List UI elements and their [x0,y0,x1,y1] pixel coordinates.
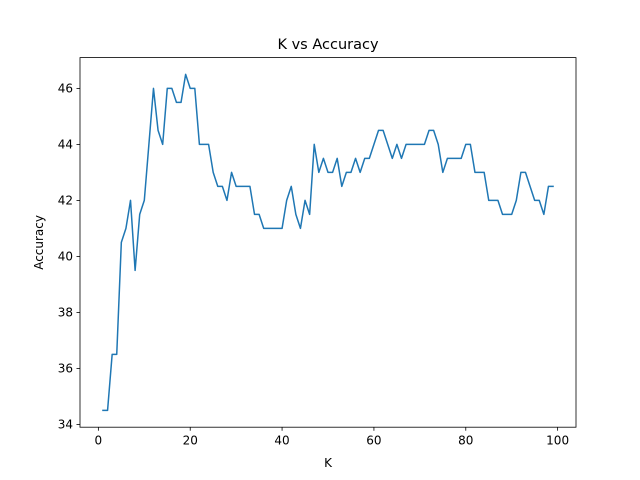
y-tick-label: 42 [58,194,73,208]
y-tick-label: 36 [58,362,73,376]
y-tick-label: 38 [58,306,73,320]
y-tick-label: 46 [58,82,73,96]
x-tick-label: 0 [95,434,103,448]
series-line [102,73,554,412]
chart-title: K vs Accuracy [277,37,378,53]
x-tick-label: 80 [458,434,473,448]
plot-area [80,57,576,428]
y-axis-ticks: 34 36 38 40 42 44 46 [58,82,80,432]
plot-frame [79,57,577,428]
y-tick-label: 34 [58,418,73,432]
series-layer [102,73,554,412]
y-tick-label: 40 [58,250,73,264]
x-axis-label: K [324,456,333,470]
x-tick-label: 60 [366,434,381,448]
x-tick-label: 40 [274,434,289,448]
y-tick-label: 44 [58,138,73,152]
x-axis-ticks: 0 20 40 60 80 100 [95,427,569,448]
x-tick-label: 20 [183,434,198,448]
x-tick-label: 100 [546,434,569,448]
y-axis-label: Accuracy [32,215,46,270]
